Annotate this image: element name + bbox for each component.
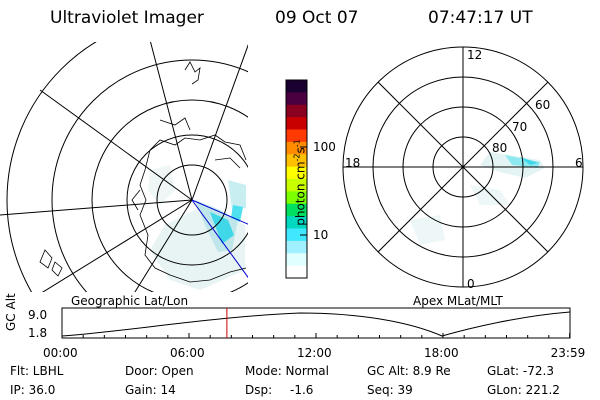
gc-alt-info: GC Alt: 8.9 Re [367,364,451,378]
unit-s: s [293,147,308,154]
colorbar-segment [286,80,307,93]
instrument-title: Ultraviolet Imager [50,8,204,28]
date-label: 09 Oct 07 [275,8,359,28]
apex-label: Apex MLat/MLT [413,294,503,308]
color-bar [286,80,307,279]
geographic-map [0,42,248,292]
aurora-emission-left [148,165,246,290]
mlt-0-label: 0 [467,277,475,291]
time-label: 07:47:17 UT [428,8,533,28]
colorbar-segment [286,104,307,118]
mlt-12-label: 12 [467,48,483,62]
geographic-label: Geographic Lat/Lon [71,294,189,308]
alt-min-label: 1.8 [28,326,48,340]
dsp-label: Dsp: [245,383,273,397]
colorbar-segment [286,166,307,180]
dsp-value: -1.6 [290,383,314,397]
mlat-70-label: 70 [512,120,528,134]
coastlines [39,61,247,283]
colorbar-segment [286,154,307,168]
colorbar-segment [286,141,307,155]
time-tick-label: 06:00 [170,346,205,360]
glat-info: GLat: -72.3 [487,364,554,378]
colorbar-segment [286,216,307,229]
mlat-80-label: 80 [492,141,508,155]
mlat-60-label: 60 [535,98,551,112]
mlt-6-label: 6 [575,156,583,170]
mlt-18-label: 18 [345,156,361,170]
colorbar-tick-10: 10 [313,228,329,242]
unit-exponent-1: -2 [292,153,302,162]
colorbar-segment [286,228,307,242]
colorbar-segment [286,92,307,106]
apex-polar-plot [342,46,584,288]
seq-info: Seq: 39 [367,383,413,397]
gc-alt-axis-label: GC Alt [4,293,18,331]
colorbar-segment [286,129,307,143]
unit-exponent-2: -1 [292,139,302,148]
time-tick-label: 00:00 [43,346,78,360]
mode-info: Mode: Normal [245,364,329,378]
colorbar-segment [286,203,307,217]
unit-text: photon cm [293,161,308,226]
ip-info: IP: 36.0 [10,383,56,397]
colorbar-segment [286,265,307,279]
aurora-emission-right [410,152,545,245]
colorbar-segment [286,117,307,130]
filter-info: Flt: LBHL [10,364,64,378]
colorbar-segment [286,191,307,205]
time-tick-label: 12:00 [297,346,332,360]
colorbar-segment [286,179,307,192]
time-tick-label: 18:00 [424,346,459,360]
colorbar-segment [286,240,307,254]
door-info: Door: Open [125,364,194,378]
colorbar-unit-label: photon cm-2s-1 [292,103,308,263]
glon-info: GLon: 221.2 [487,383,560,397]
altitude-plot [61,307,571,339]
time-tick-label: 23:59 [550,346,586,360]
alt-max-label: 9.0 [28,308,48,322]
time-axis-ticks [61,333,571,338]
colorbar-tick-100: 100 [313,140,336,154]
gain-info: Gain: 14 [125,383,176,397]
colorbar-segment [286,253,307,267]
